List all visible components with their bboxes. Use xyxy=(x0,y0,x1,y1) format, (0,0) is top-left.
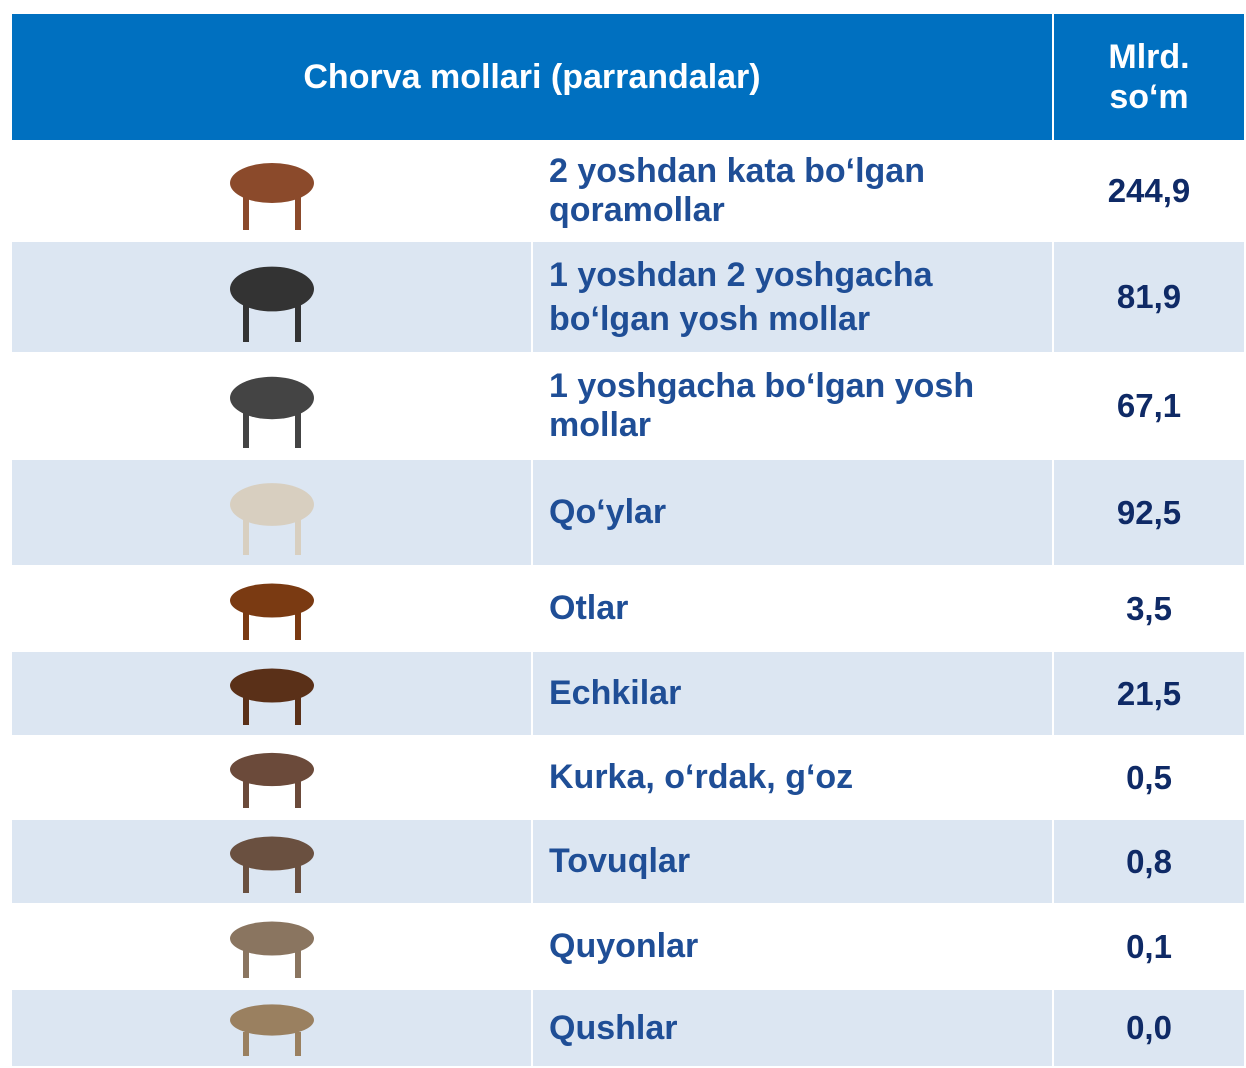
animal-icon-cell xyxy=(11,819,532,904)
row-value: 244,9 xyxy=(1053,141,1245,241)
icon-body xyxy=(230,376,314,418)
animal-icon xyxy=(207,994,337,1058)
icon-leg xyxy=(243,301,249,342)
row-value: 0,5 xyxy=(1053,736,1245,819)
icon-leg xyxy=(243,1032,249,1056)
animal-icon-cell xyxy=(11,241,532,353)
row-label-cell: Otlar xyxy=(532,566,1053,651)
icon-leg xyxy=(243,865,249,893)
icon-leg xyxy=(295,1032,301,1056)
table-row: 1 yoshgacha bo‘lgan yosh mollar 67,1 xyxy=(11,353,1245,459)
icon-body xyxy=(230,836,314,870)
icon-body xyxy=(230,583,314,617)
animal-icon xyxy=(207,464,337,557)
animal-icon xyxy=(207,656,337,727)
icon-leg xyxy=(243,195,249,230)
unit-line: so‘m xyxy=(1054,77,1244,117)
icon-leg xyxy=(243,410,249,448)
row-label: Qo‘ylar xyxy=(549,493,666,531)
animal-icon xyxy=(207,146,337,232)
row-value: 0,1 xyxy=(1053,904,1245,989)
table-row: Tovuqlar 0,8 xyxy=(11,819,1245,904)
icon-leg xyxy=(243,781,249,808)
row-value: 21,5 xyxy=(1053,651,1245,736)
icon-leg xyxy=(295,612,301,640)
livestock-table: Chorva mollari (parrandalar) Mlrd. so‘m … xyxy=(10,12,1246,1068)
page: Chorva mollari (parrandalar) Mlrd. so‘m … xyxy=(0,0,1246,1066)
icon-leg xyxy=(295,410,301,448)
row-label: Kurka, o‘rdak, g‘oz xyxy=(549,758,853,796)
row-value: 3,5 xyxy=(1053,566,1245,651)
animal-icon-cell xyxy=(11,141,532,241)
row-label-cell: Tovuqlar xyxy=(532,819,1053,904)
row-label: Qushlar xyxy=(549,1009,677,1047)
table-row: 2 yoshdan kata bo‘lgan qoramollar 244,9 xyxy=(11,141,1245,241)
animal-icon xyxy=(207,741,337,810)
row-value: 67,1 xyxy=(1053,353,1245,459)
animal-icon-cell xyxy=(11,989,532,1067)
icon-leg xyxy=(295,697,301,725)
row-label: Tovuqlar xyxy=(549,842,690,880)
table-row: Otlar 3,5 xyxy=(11,566,1245,651)
row-label: 1 yoshdan 2 yoshgacha bo‘lgan yosh molla… xyxy=(549,253,1052,341)
row-value: 0,0 xyxy=(1053,989,1245,1067)
icon-body xyxy=(230,1004,314,1035)
row-label-cell: 1 yoshdan 2 yoshgacha bo‘lgan yosh molla… xyxy=(532,241,1053,353)
icon-body xyxy=(230,266,314,311)
row-value: 0,8 xyxy=(1053,819,1245,904)
animal-icon xyxy=(207,246,337,344)
icon-leg xyxy=(295,950,301,978)
animal-icon-cell xyxy=(11,566,532,651)
table-row: Echkilar 21,5 xyxy=(11,651,1245,736)
icon-leg xyxy=(295,301,301,342)
row-label-cell: Quyonlar xyxy=(532,904,1053,989)
row-label: Echkilar xyxy=(549,674,681,712)
row-value: 92,5 xyxy=(1053,459,1245,566)
row-label-cell: Qo‘ylar xyxy=(532,459,1053,566)
animal-icon xyxy=(207,571,337,642)
table-row: Quyonlar 0,1 xyxy=(11,904,1245,989)
row-label-cell: Kurka, o‘rdak, g‘oz xyxy=(532,736,1053,819)
table-container: Chorva mollari (parrandalar) Mlrd. so‘m … xyxy=(10,12,1246,1068)
icon-body xyxy=(230,483,314,526)
animal-icon xyxy=(207,909,337,980)
row-label-cell: 1 yoshgacha bo‘lgan yosh mollar xyxy=(532,353,1053,459)
row-value: 81,9 xyxy=(1053,241,1245,353)
icon-leg xyxy=(243,950,249,978)
icon-body xyxy=(230,752,314,785)
table-row: Qushlar 0,0 xyxy=(11,989,1245,1067)
row-label: Otlar xyxy=(549,589,628,627)
icon-leg xyxy=(295,195,301,230)
row-label: 2 yoshdan kata bo‘lgan qoramollar xyxy=(549,152,925,229)
icon-body xyxy=(230,921,314,955)
animal-icon xyxy=(207,358,337,450)
animal-icon xyxy=(207,824,337,895)
header-unit: Mlrd. so‘m xyxy=(1053,13,1245,141)
row-label: 1 yoshgacha bo‘lgan yosh mollar xyxy=(549,367,974,444)
icon-body xyxy=(230,668,314,702)
icon-leg xyxy=(243,697,249,725)
animal-icon-cell xyxy=(11,353,532,459)
animal-icon-cell xyxy=(11,736,532,819)
animal-icon-cell xyxy=(11,904,532,989)
icon-leg xyxy=(243,516,249,555)
animal-icon-cell xyxy=(11,459,532,566)
table-row: 1 yoshdan 2 yoshgacha bo‘lgan yosh molla… xyxy=(11,241,1245,353)
table-row: Qo‘ylar 92,5 xyxy=(11,459,1245,566)
header-title: Chorva mollari (parrandalar) xyxy=(11,13,1053,141)
icon-body xyxy=(230,163,314,203)
icon-leg xyxy=(243,612,249,640)
row-label: Quyonlar xyxy=(549,927,698,965)
icon-leg xyxy=(295,516,301,555)
icon-leg xyxy=(295,781,301,808)
row-label-cell: Echkilar xyxy=(532,651,1053,736)
header-row: Chorva mollari (parrandalar) Mlrd. so‘m xyxy=(11,13,1245,141)
table-row: Kurka, o‘rdak, g‘oz 0,5 xyxy=(11,736,1245,819)
unit-line: Mlrd. xyxy=(1054,37,1244,77)
animal-icon-cell xyxy=(11,651,532,736)
row-label-cell: Qushlar xyxy=(532,989,1053,1067)
row-label-cell: 2 yoshdan kata bo‘lgan qoramollar xyxy=(532,141,1053,241)
icon-leg xyxy=(295,865,301,893)
